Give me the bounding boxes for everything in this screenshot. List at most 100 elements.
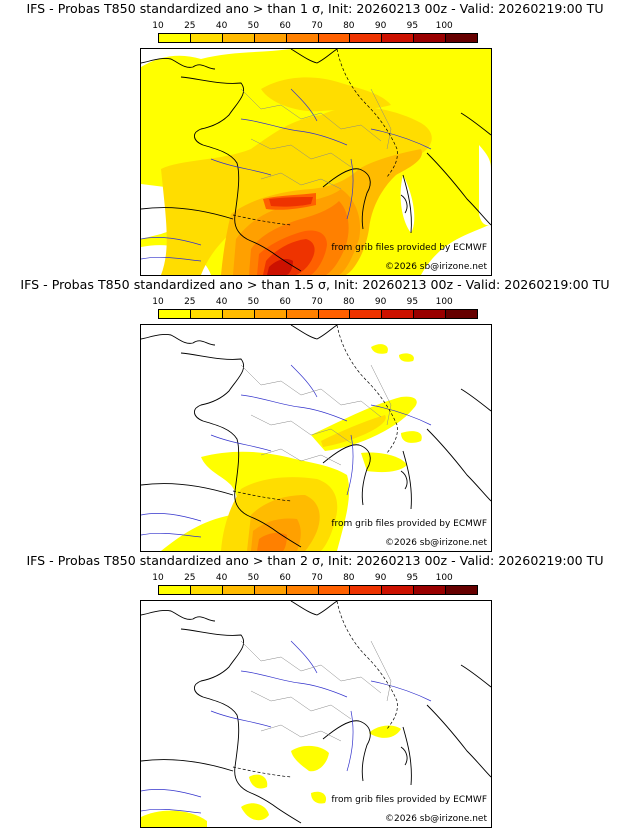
- colorbar: [158, 309, 478, 319]
- colorbar-tick-label: 10: [152, 573, 164, 583]
- panel-title: IFS - Probas T850 standardized ano > tha…: [26, 1, 604, 16]
- colorbar-swatch-95: [414, 310, 447, 318]
- colorbar-tick-label: 90: [374, 21, 387, 31]
- colorbar-swatch-90: [382, 586, 415, 594]
- prob-area-10: [291, 745, 329, 772]
- prob-area-25: [321, 415, 386, 447]
- colorbar-swatch-25: [190, 34, 223, 42]
- colorbar-tick-label: 50: [247, 21, 260, 31]
- colorbar-tick-label: 80: [343, 297, 355, 307]
- colorbar-tick-label: 90: [374, 297, 387, 307]
- colorbar-swatch-10: [159, 586, 191, 594]
- colorbar-swatch-80: [350, 34, 383, 42]
- map-graphic: [141, 601, 491, 827]
- colorbar-swatch-10: [159, 310, 191, 318]
- colorbar-tick-label: 60: [279, 297, 291, 307]
- colorbar-swatch-40: [222, 310, 255, 318]
- map-graphic: [141, 325, 491, 551]
- colorbar-tick-label: 50: [247, 297, 260, 307]
- copyright-text: ©2026 sb@irizone.net: [385, 538, 487, 548]
- colorbar-tick-label: 40: [215, 297, 228, 307]
- admin-borders: [240, 88, 392, 190]
- panel-2sigma: IFS - Probas T850 standardized ano > tha…: [0, 552, 630, 828]
- colorbar-swatch-50: [254, 310, 287, 318]
- colorbar-swatch-100: [446, 310, 478, 318]
- prob-area-90: [267, 259, 293, 275]
- colorbar-tick-label: 60: [279, 573, 291, 583]
- prob-area-10: [361, 452, 407, 473]
- prob-area-10: [241, 803, 269, 821]
- colorbar-swatch-25: [190, 310, 223, 318]
- colorbar-swatch-70: [318, 34, 351, 42]
- colorbar-tick-label: 40: [215, 21, 228, 31]
- colorbar-swatch-95: [414, 34, 447, 42]
- prob-area-10: [371, 344, 388, 354]
- colorbar-swatch-40: [222, 34, 255, 42]
- panel-title: IFS - Probas T850 standardized ano > tha…: [20, 277, 610, 292]
- colorbar-tick-label: 10: [152, 21, 164, 31]
- probability-map: from grib files provided by ECMWF ©2026 …: [140, 600, 492, 828]
- colorbar-swatch-95: [414, 586, 447, 594]
- colorbar-tick-label: 100: [435, 573, 453, 583]
- rivers: [141, 364, 432, 538]
- prob-area-10: [399, 353, 414, 362]
- colorbar-tick-label: 95: [406, 573, 419, 583]
- probability-map: from grib files provided by ECMWF ©2026 …: [140, 324, 492, 552]
- colorbar-tick-label: 10: [152, 297, 164, 307]
- colorbar-swatch-50: [254, 586, 287, 594]
- colorbar-tick-label: 70: [311, 21, 323, 31]
- prob-area-10: [369, 725, 401, 738]
- colorbar-tick-label: 25: [184, 21, 196, 31]
- admin-borders: [240, 640, 392, 742]
- credit-text: from grib files provided by ECMWF: [331, 243, 487, 253]
- prob-area-80: [269, 197, 313, 207]
- colorbar-swatch-60: [286, 34, 319, 42]
- colorbar-swatch-50: [254, 34, 287, 42]
- colorbar-swatch-25: [190, 586, 223, 594]
- panel-1sigma: IFS - Probas T850 standardized ano > tha…: [0, 0, 630, 276]
- colorbar-tick-label: 25: [184, 297, 196, 307]
- no-prob-area: [479, 145, 491, 226]
- colorbar-swatch-90: [382, 310, 415, 318]
- colorbar-swatch-80: [350, 586, 383, 594]
- colorbar-swatch-70: [318, 310, 351, 318]
- prob-area-10: [249, 774, 268, 789]
- colorbar-tick-label: 80: [343, 573, 355, 583]
- panel-1-5sigma: IFS - Probas T850 standardized ano > tha…: [0, 276, 630, 552]
- coastlines: [141, 601, 491, 824]
- prob-area-60: [257, 532, 287, 551]
- colorbar-swatch-60: [286, 310, 319, 318]
- colorbar-tick-label: 50: [247, 573, 260, 583]
- colorbar-swatch-60: [286, 586, 319, 594]
- colorbar-swatch-80: [350, 310, 383, 318]
- map-graphic: [141, 49, 491, 275]
- colorbar-tick-label: 90: [374, 573, 387, 583]
- colorbar-swatch-40: [222, 586, 255, 594]
- coastlines: [141, 325, 491, 548]
- admin-borders: [240, 364, 392, 466]
- colorbar-tick-label: 100: [435, 21, 453, 31]
- coastlines: [141, 49, 491, 272]
- colorbar-swatch-70: [318, 586, 351, 594]
- colorbar-tick-label: 40: [215, 573, 228, 583]
- prob-area-25: [261, 77, 391, 112]
- colorbar-tick-label: 80: [343, 21, 355, 31]
- colorbar-tick-label: 25: [184, 573, 196, 583]
- probability-map: from grib files provided by ECMWF ©2026 …: [140, 48, 492, 276]
- colorbar-tick-label: 95: [406, 297, 419, 307]
- prob-area-10: [311, 791, 327, 804]
- prob-area-10: [401, 431, 422, 443]
- colorbar-tick-label: 70: [311, 297, 323, 307]
- colorbar: [158, 585, 478, 595]
- colorbar-swatch-100: [446, 34, 478, 42]
- rivers: [141, 640, 432, 814]
- credit-text: from grib files provided by ECMWF: [331, 519, 487, 529]
- colorbar: [158, 33, 478, 43]
- colorbar-tick-label: 70: [311, 573, 323, 583]
- copyright-text: ©2026 sb@irizone.net: [385, 262, 487, 272]
- colorbar-swatch-10: [159, 34, 191, 42]
- colorbar-tick-label: 95: [406, 21, 419, 31]
- prob-area-10: [169, 820, 201, 827]
- credit-text: from grib files provided by ECMWF: [331, 795, 487, 805]
- rivers: [141, 88, 432, 262]
